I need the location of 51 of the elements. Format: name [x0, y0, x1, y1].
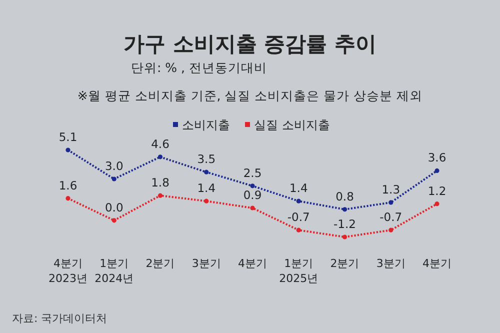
data-label: 0.8	[336, 189, 354, 204]
point	[342, 234, 348, 240]
point	[296, 198, 301, 204]
chart-subtitle: 단위: % , 전년동기대비	[131, 60, 267, 75]
legend-label: 소비지출	[182, 118, 230, 132]
data-label: -0.7	[380, 210, 402, 224]
x-tick-label: 4분기	[238, 257, 267, 270]
x-tick-label: 3분기	[376, 257, 406, 270]
chart-title: 가구 소비지출 증감률 추이	[124, 32, 376, 56]
point	[158, 193, 163, 198]
legend-label: 실질 소비지출	[254, 118, 330, 132]
data-label: 1.2	[428, 184, 446, 198]
point	[66, 148, 70, 152]
data-label: 5.1	[58, 130, 78, 144]
point	[112, 218, 116, 223]
point	[204, 170, 209, 174]
text: ※월 평균 소비지출 기준, 실질 소비지출은 물가 상승분 제외	[77, 88, 423, 103]
point	[204, 198, 209, 204]
x-tick-label: 1분기 2024년	[94, 257, 134, 285]
x-tick-label: 4분기 2023년	[48, 257, 88, 285]
data-label: 0.9	[243, 188, 262, 202]
point	[296, 228, 301, 232]
data-label: -1.2	[334, 217, 356, 231]
x-tick-label: 2분기	[146, 257, 175, 270]
data-label: 1.6	[58, 178, 78, 192]
x-tick-label: 3분기	[192, 257, 221, 270]
point	[342, 207, 348, 212]
data-label: 1.4	[197, 181, 216, 196]
point	[434, 202, 440, 206]
data-label: 2.5	[243, 166, 262, 180]
point	[158, 154, 163, 160]
text: 자료: 국가데이터처	[12, 312, 108, 325]
point	[250, 206, 255, 210]
data-label: 0.0	[104, 200, 124, 214]
point	[112, 176, 116, 182]
data-label: 3.0	[104, 159, 124, 173]
point	[66, 196, 70, 201]
point	[250, 184, 255, 188]
data-label: -0.7	[287, 210, 310, 224]
data-label: 4.6	[151, 136, 170, 151]
data-label: 3.5	[197, 152, 216, 166]
point	[388, 200, 394, 205]
data-label: 1.3	[382, 182, 400, 196]
x-tick-label: 4분기	[422, 257, 452, 270]
point	[388, 228, 394, 232]
data-label: 1.8	[151, 176, 170, 190]
x-tick-label: 2분기	[330, 257, 360, 270]
data-label: 3.6	[428, 150, 446, 165]
data-label: 1.4	[289, 181, 308, 196]
x-tick-label: 1분기 2025년	[279, 257, 318, 285]
point	[434, 168, 440, 174]
